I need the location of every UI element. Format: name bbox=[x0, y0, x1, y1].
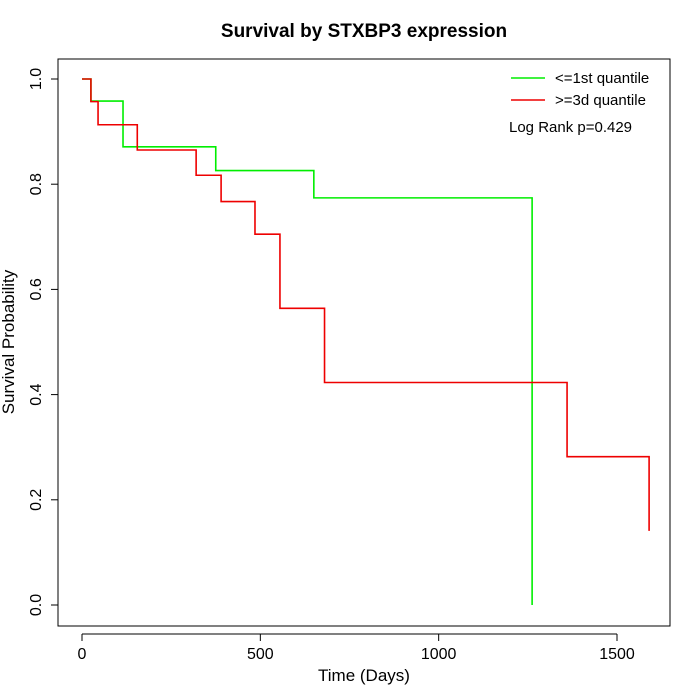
x-tick-label: 1000 bbox=[421, 646, 457, 663]
x-axis: 0 500 1000 1500 bbox=[78, 633, 635, 663]
y-tick-label: 0.8 bbox=[28, 173, 45, 195]
chart-title: Survival by STXBP3 expression bbox=[221, 21, 507, 42]
series-layer bbox=[82, 78, 650, 605]
series-line-2 bbox=[82, 78, 650, 531]
y-axis: 0.0 0.2 0.4 0.6 0.8 1.0 bbox=[28, 68, 59, 616]
y-tick-label: 0.4 bbox=[28, 383, 45, 405]
legend: <=1st quantile >=3d quantile bbox=[511, 70, 649, 109]
x-tick-label: 500 bbox=[247, 646, 274, 663]
legend-entry-label: <=1st quantile bbox=[555, 70, 649, 87]
x-tick-label: 1500 bbox=[599, 646, 635, 663]
y-tick-label: 0.6 bbox=[28, 278, 45, 300]
y-tick-label: 0.2 bbox=[28, 489, 45, 511]
y-axis-label: Survival Probability bbox=[0, 269, 18, 414]
series-line-1 bbox=[82, 78, 533, 605]
y-tick-label: 0.0 bbox=[28, 594, 45, 616]
x-axis-label: Time (Days) bbox=[318, 666, 410, 685]
plot-area-frame bbox=[57, 58, 671, 627]
log-rank-annotation: Log Rank p=0.429 bbox=[509, 119, 632, 136]
y-tick-label: 1.0 bbox=[28, 68, 45, 90]
legend-entry-label: >=3d quantile bbox=[555, 92, 646, 109]
x-tick-label: 0 bbox=[78, 646, 87, 663]
